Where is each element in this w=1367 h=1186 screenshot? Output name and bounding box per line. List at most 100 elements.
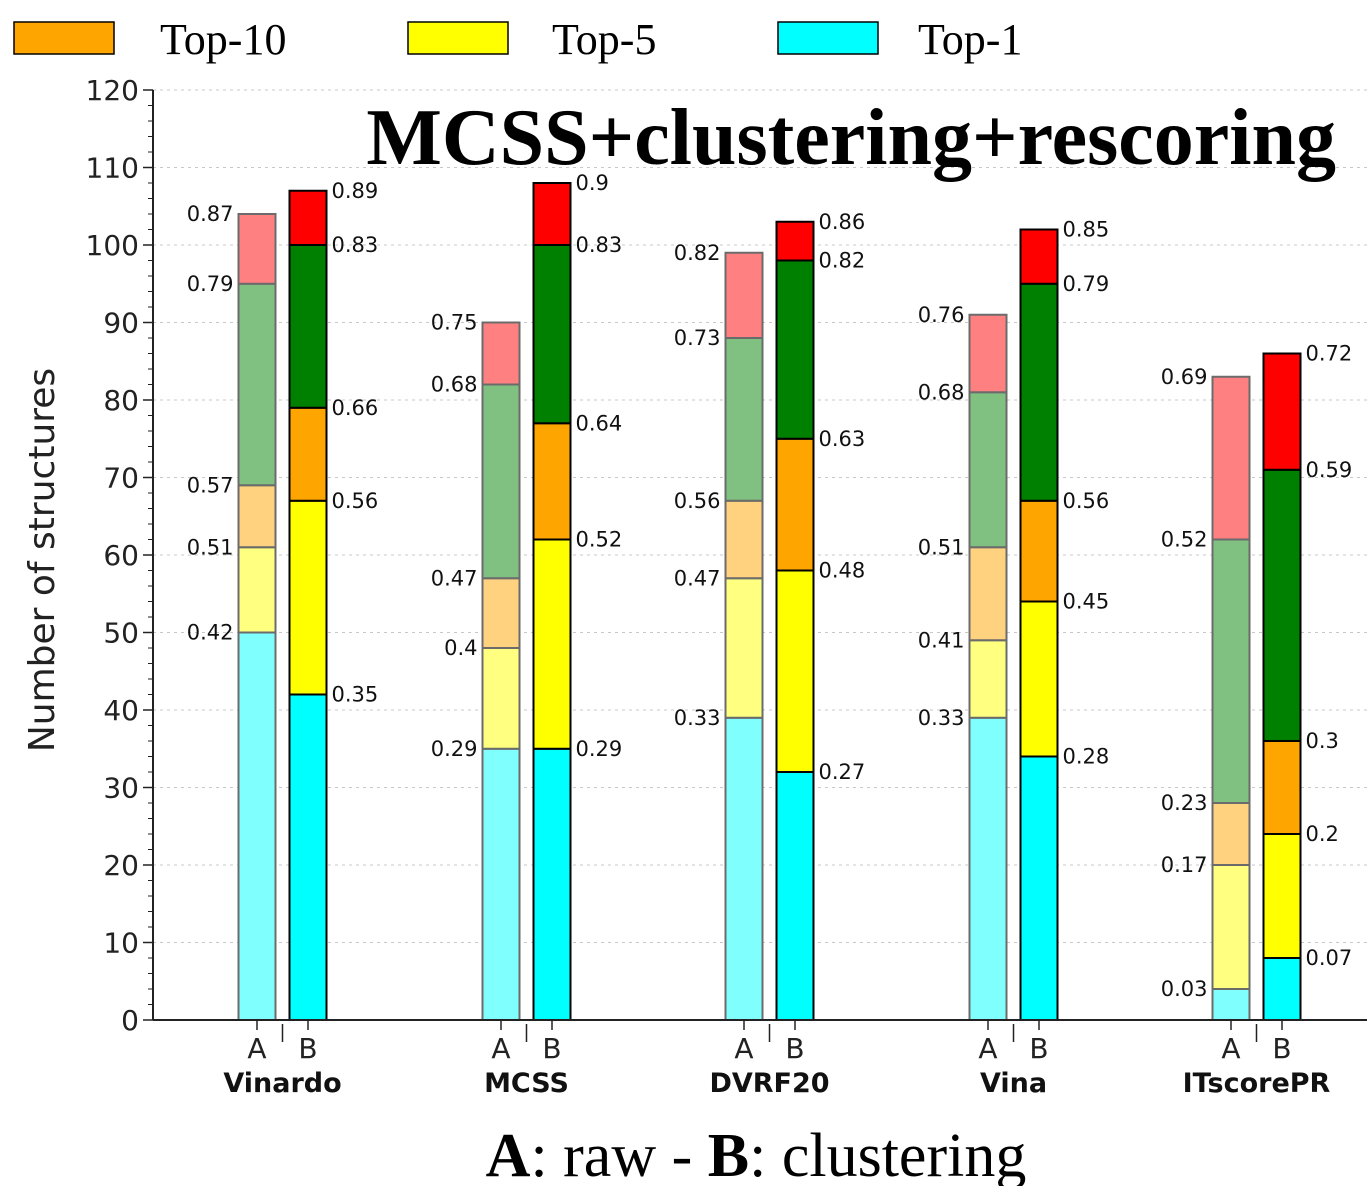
bar-segment-dvrf20-b-top5 (775, 569, 815, 773)
value-label: 0.52 (576, 528, 623, 552)
footer-b-text: : clustering (749, 1122, 1026, 1186)
value-label: 0.9 (576, 171, 609, 195)
y-tick-label: 50 (103, 617, 139, 650)
value-labels: 0.42 0.51 0.57 0.79 0.87 0.35 0.56 0.66 0.83 0.89… (187, 171, 1353, 1001)
bar-segment-dvrf20-a-top1 (724, 716, 764, 1021)
bar-segment-itscorepr-a-topall (1211, 375, 1251, 541)
value-label: 0.52 (1161, 528, 1208, 552)
value-label: 0.57 (187, 473, 234, 497)
bar-segment-vinardo-a-top10 (237, 484, 277, 549)
value-label: 0.27 (819, 760, 866, 784)
bar-segment-vinardo-b-topall (288, 189, 328, 246)
value-label: 0.42 (187, 621, 234, 645)
subcategory-label: B (1272, 1032, 1291, 1065)
value-label: 0.83 (332, 233, 379, 257)
bar-segment-vinardo-a-top5 (237, 546, 277, 634)
value-label: 0.89 (332, 179, 379, 203)
bar-segment-mcss-b-top1 (532, 747, 572, 1021)
bar-segment-mcss-a-top10 (481, 577, 521, 649)
bar-segment-vina-b-top50 (1019, 282, 1059, 502)
bar-segment-vina-a-top10 (968, 546, 1008, 642)
bar-segment-mcss-a-topall (481, 321, 521, 386)
bar-segment-vina-a-top50 (968, 391, 1008, 549)
category-label: DVRF20 (709, 1068, 829, 1099)
bar-segment-dvrf20-a-top5 (724, 577, 764, 719)
value-label: 0.17 (1161, 853, 1208, 877)
legend-swatch-top5 (407, 21, 509, 55)
bar-segment-vina-b-top10 (1019, 499, 1059, 603)
subcategory-label: B (785, 1032, 804, 1065)
bar-segment-itscorepr-a-top5 (1211, 864, 1251, 990)
category-label: ITscorePR (1183, 1068, 1331, 1099)
footer-a-text: : raw - (530, 1122, 707, 1186)
value-label: 0.82 (674, 241, 721, 265)
bar-segment-dvrf20-b-top10 (775, 437, 815, 572)
bar-segment-itscorepr-b-top10 (1262, 740, 1302, 835)
bar-segment-vinardo-a-top50 (237, 282, 277, 487)
chart-title: MCSS+clustering+rescoring (366, 94, 1336, 182)
footer-b-key: B (708, 1122, 749, 1186)
y-tick-label: 80 (103, 384, 139, 417)
bar-segment-vina-b-topall (1019, 228, 1059, 285)
value-label: 0.51 (187, 535, 234, 559)
footer-a-key: A (486, 1122, 531, 1186)
subcategory-label: B (542, 1032, 561, 1065)
value-label: 0.41 (918, 628, 965, 652)
bar-segment-vinardo-a-top1 (237, 631, 277, 1021)
value-label: 0.33 (918, 706, 965, 730)
value-label: 0.2 (1306, 822, 1339, 846)
bar-segment-vina-a-top1 (968, 716, 1008, 1021)
bar-segment-vina-b-top1 (1019, 755, 1059, 1021)
value-label: 0.3 (1306, 729, 1339, 753)
y-tick-label: 40 (103, 694, 139, 727)
value-label: 0.86 (819, 210, 866, 234)
value-label: 0.82 (819, 249, 866, 273)
value-label: 0.68 (431, 373, 478, 397)
subcategory-label: A (1221, 1032, 1240, 1065)
value-label: 0.87 (187, 202, 234, 226)
bars (237, 182, 1302, 1021)
bar-segment-itscorepr-b-top5 (1262, 833, 1302, 959)
bar-segment-dvrf20-a-top50 (724, 337, 764, 502)
value-label: 0.63 (819, 427, 866, 451)
bar-segment-mcss-b-top5 (532, 538, 572, 750)
subcategory-label: A (978, 1032, 997, 1065)
y-tick-label: 60 (103, 539, 139, 572)
value-label: 0.79 (187, 272, 234, 296)
value-label: 0.79 (1063, 272, 1110, 296)
category-label: MCSS (484, 1068, 569, 1099)
value-label: 0.83 (576, 233, 623, 257)
bar-segment-mcss-a-top50 (481, 383, 521, 580)
bar-segment-itscorepr-b-top50 (1262, 468, 1302, 742)
value-label: 0.03 (1161, 977, 1208, 1001)
subcategory-label: A (247, 1032, 266, 1065)
value-label: 0.29 (576, 737, 623, 761)
subcategory-label: B (1029, 1032, 1048, 1065)
bar-segment-mcss-b-top10 (532, 422, 572, 541)
y-tick-label: 70 (103, 462, 139, 495)
value-label: 0.51 (918, 535, 965, 559)
bar-segment-vinardo-b-top50 (288, 244, 328, 409)
bar-segment-dvrf20-b-top50 (775, 259, 815, 440)
value-label: 0.47 (674, 566, 721, 590)
bar-segment-vina-a-top5 (968, 639, 1008, 719)
value-label: 0.56 (674, 489, 721, 513)
y-tick-label: 20 (103, 849, 139, 882)
value-label: 0.66 (332, 396, 379, 420)
bar-segment-dvrf20-b-topall (775, 220, 815, 262)
value-label: 0.85 (1063, 218, 1110, 242)
subcategory-label: B (298, 1032, 317, 1065)
value-label: 0.68 (918, 380, 965, 404)
bar-segment-dvrf20-a-top10 (724, 499, 764, 580)
bar-segment-mcss-a-top1 (481, 747, 521, 1021)
bar-segment-dvrf20-a-topall (724, 251, 764, 339)
value-label: 0.76 (918, 303, 965, 327)
value-label: 0.56 (332, 489, 379, 513)
value-label: 0.35 (332, 683, 379, 707)
value-label: 0.69 (1161, 365, 1208, 389)
legend-label-top10: Top-10 (160, 15, 286, 64)
value-label: 0.07 (1306, 946, 1353, 970)
legend-swatch-top10 (13, 21, 115, 55)
bar-segment-itscorepr-b-top1 (1262, 957, 1302, 1021)
